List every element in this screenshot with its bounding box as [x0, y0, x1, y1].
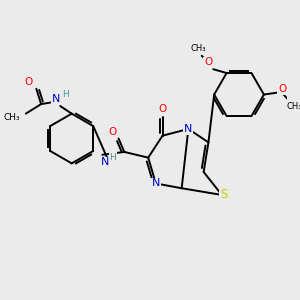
- Text: N: N: [101, 158, 110, 167]
- Text: O: O: [25, 77, 33, 87]
- Text: S: S: [220, 188, 227, 201]
- Text: N: N: [52, 94, 61, 104]
- Text: N: N: [152, 178, 160, 188]
- Text: O: O: [158, 104, 167, 114]
- Text: CH₃: CH₃: [4, 113, 20, 122]
- Text: H: H: [110, 153, 116, 162]
- Text: CH₃: CH₃: [287, 101, 300, 110]
- Text: H: H: [61, 90, 68, 99]
- Text: CH₃: CH₃: [190, 44, 206, 53]
- Text: O: O: [109, 127, 117, 137]
- Text: O: O: [204, 58, 213, 68]
- Text: N: N: [184, 124, 193, 134]
- Text: O: O: [278, 84, 286, 94]
